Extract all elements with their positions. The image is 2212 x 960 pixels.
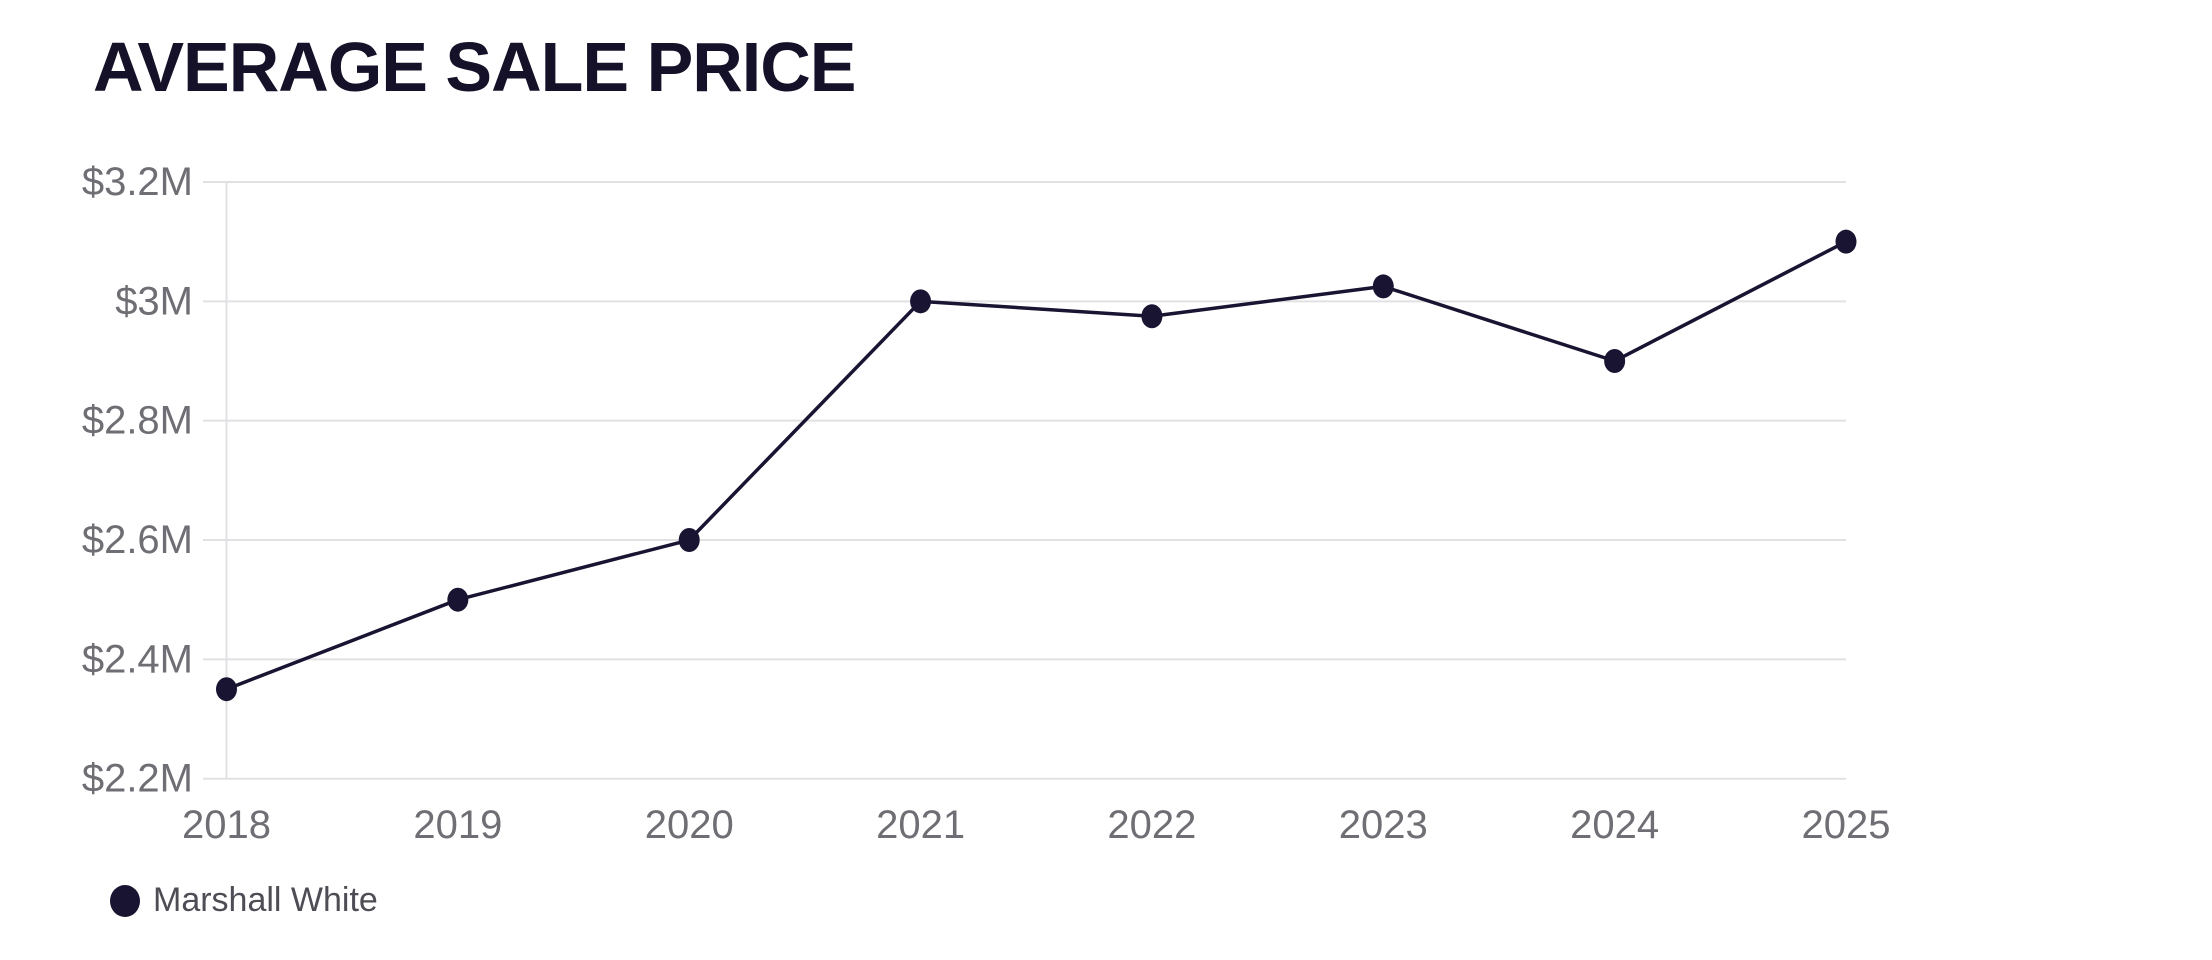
y-tick-label: $3M [115,279,193,323]
x-tick-label: 2025 [1802,803,1891,847]
y-tick-label: $2.4M [82,637,193,681]
data-point[interactable] [447,587,469,612]
data-point[interactable] [1604,349,1626,374]
legend-label: Marshall White [153,881,378,919]
y-tick-label: $2.2M [82,757,193,801]
x-tick-label: 2024 [1570,803,1659,847]
data-point[interactable] [1141,304,1163,329]
series-line [224,239,1848,691]
x-tick-label: 2023 [1339,803,1428,847]
y-tick-label: $3.2M [82,160,193,204]
data-point[interactable] [1835,229,1857,254]
x-tick-label: 2020 [645,803,734,847]
x-tick-label: 2018 [182,803,271,847]
chart-title: AVERAGE SALE PRICE [93,28,856,106]
x-tick-label: 2019 [413,803,502,847]
y-tick-label: $2.6M [82,518,193,562]
x-tick-label: 2022 [1107,803,1196,847]
data-point[interactable] [1372,274,1394,299]
y-tick-label: $2.8M [82,399,193,443]
legend-item-marshall-white[interactable]: Marshall White [110,881,378,920]
data-point[interactable] [910,289,932,314]
legend-marker-icon [110,884,140,917]
x-tick-label: 2021 [876,803,965,847]
data-point[interactable] [216,677,237,702]
data-point[interactable] [678,528,700,553]
